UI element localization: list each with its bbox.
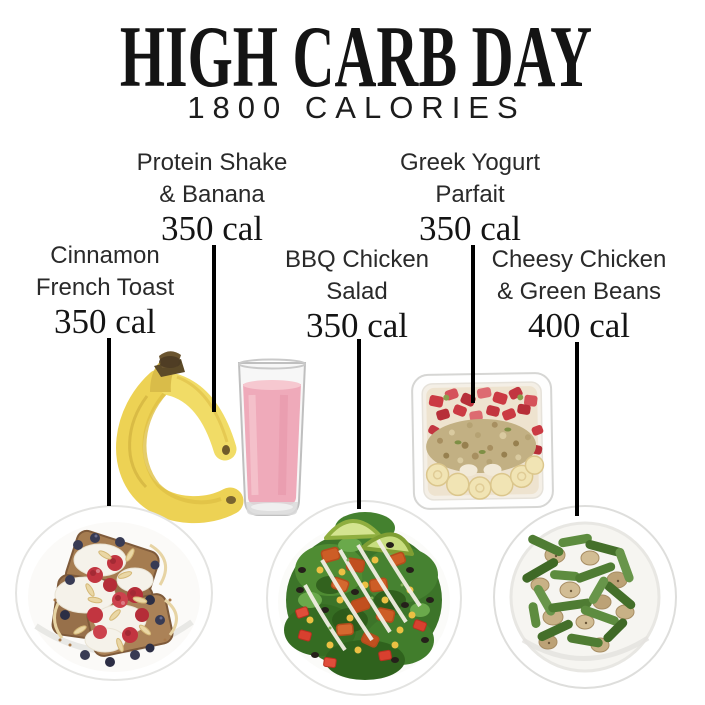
meal-name-line: Cheesy Chicken [491,246,667,273]
meal-calories: 350 cal [53,302,157,341]
granola-layer [426,419,537,474]
meal-label-cheesy-chicken-green-beans: Cheesy Chicken & Green Beans 400 cal [464,244,694,344]
meal-calories: 400 cal [527,306,631,345]
black-beans [296,542,434,663]
cilantro-flecks [328,558,404,630]
connector-line-bbq-chicken-salad [357,339,361,509]
tomato-pieces [295,606,427,669]
ranch-drizzle [303,538,422,652]
meal-calories: 350 cal [305,306,409,345]
meal-name-line: Protein Shake [136,149,288,176]
bananas-image [116,351,244,523]
page-title: HIGH CARB DAY [119,9,593,106]
page-subtitle: 1800 CALORIES [187,90,526,125]
cheesy-chicken-green-beans-image [493,505,677,689]
connector-line-greek-yogurt-parfait [471,245,475,403]
meal-calories: 350 cal [160,209,264,248]
banana-slice-layer [425,455,545,500]
raspberries [87,555,149,643]
meal-name-line: Parfait [435,181,505,208]
meal-name-line: Salad [326,278,388,305]
meal-name-line: French Toast [35,274,175,301]
bbq-chicken-salad-image [266,500,462,696]
meal-label-cinnamon-french-toast: Cinnamon French Toast 350 cal [0,240,220,340]
meal-name-line: Cinnamon [50,242,160,269]
meal-name-line: Greek Yogurt [399,149,541,176]
green-beans [522,533,636,648]
cinnamon-specks [53,598,172,647]
strawberry-layer [428,386,544,455]
cinnamon-french-toast-image [15,505,213,681]
connector-line-cheesy-chicken-green-beans [575,342,579,516]
meal-name-line: BBQ Chicken [284,246,430,273]
meal-label-protein-shake-banana: Protein Shake & Banana 350 cal [97,147,327,247]
connector-line-protein-shake-banana [212,245,216,412]
meal-name-line: & Banana [159,181,265,208]
meal-calories: 350 cal [418,209,522,248]
almond-slivers [73,548,152,653]
meal-name-line: & Green Beans [496,278,662,305]
pepper-specks [547,554,620,645]
protein-shake-image [237,358,307,516]
meal-label-greek-yogurt-parfait: Greek Yogurt Parfait 350 cal [355,147,585,247]
connector-line-cinnamon-french-toast [107,338,111,506]
blueberries [60,533,165,667]
greek-yogurt-parfait-image [411,372,554,510]
meal-label-bbq-chicken-salad: BBQ Chicken Salad 350 cal [242,244,472,344]
